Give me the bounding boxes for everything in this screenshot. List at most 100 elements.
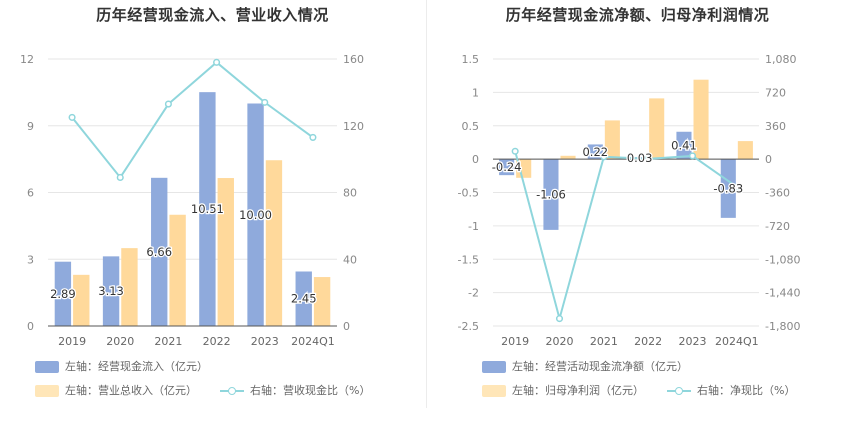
legend-swatch-net-cash-ratio (667, 385, 691, 397)
chart-title-right: 历年经营现金流净额、归母净利润情况 (505, 6, 770, 24)
x-tick-label: 2019 (501, 335, 529, 348)
bar-data-label: 6.66 (146, 245, 172, 259)
bar-data-label: -0.24 (492, 160, 522, 174)
bar-secondary (73, 274, 90, 326)
chart-right: -2.5 -2 -1.5 -1 -0.5 0 0.5 1 1.5 -1,800 -1,440 -1,0… (458, 53, 801, 348)
line-point (213, 58, 221, 66)
x-tick-label: 2024Q1 (715, 335, 759, 348)
line-point (116, 173, 124, 182)
legend-item-net-operating-cash[interactable]: 左轴：经营活动现金流净额（亿元） (482, 360, 688, 374)
bar-primary (499, 159, 515, 176)
bar-primary (295, 271, 312, 326)
x-tick-label: 2020 (106, 335, 134, 348)
bar-secondary (604, 120, 620, 160)
bar-secondary (169, 214, 186, 326)
legend-item-revenue[interactable]: 左轴：营业总收入（亿元） (35, 384, 197, 398)
series-line (71, 61, 314, 180)
bar-primary (587, 144, 603, 160)
y-left-tick-label: 12 (20, 53, 34, 66)
y-right-tick-label: 0 (343, 320, 350, 333)
bar-secondary (265, 160, 283, 326)
x-tick-label: 2021 (590, 335, 618, 348)
y-left-tick-label: 9 (27, 120, 34, 133)
bar-data-label: 10.00 (239, 208, 272, 222)
legend-right-row2: 左轴：归母净利润（亿元） 右轴：净现比（%） (482, 384, 842, 398)
legend-swatch-cash-revenue-ratio (220, 385, 244, 397)
bar-primary (151, 177, 168, 326)
bar-primary (247, 103, 264, 326)
legend-swatch-revenue (35, 385, 59, 397)
x-tick-label: 2022 (203, 335, 231, 348)
bar-data-label: 3.13 (98, 284, 124, 298)
bar-data-label: -1.06 (536, 188, 566, 202)
y-left-tick-label: 1.5 (462, 53, 480, 66)
line-point (68, 113, 76, 121)
y-left-tick-label: -0.5 (458, 187, 479, 200)
line-point (511, 147, 519, 155)
y-right-tick-label: 80 (343, 187, 357, 200)
x-tick-label: 2022 (634, 335, 662, 348)
bar-primary (543, 159, 559, 230)
y-left-tick-label: 3 (27, 253, 34, 266)
y-right-tick-label: 0 (765, 153, 772, 166)
legend-item-net-profit[interactable]: 左轴：归母净利润（亿元） (482, 384, 644, 398)
line-point (688, 152, 697, 160)
line-point (164, 100, 172, 108)
x-tick-label: 2023 (679, 335, 707, 348)
x-tick-label: 2020 (546, 335, 574, 348)
x-tick-label: 2023 (251, 335, 279, 348)
y-right-tick-label: 120 (343, 120, 364, 133)
y-right-tick-label: -720 (765, 220, 790, 233)
series-line (514, 150, 738, 323)
bar-data-label: -0.83 (713, 181, 743, 195)
chart-panel-right: 历年经营现金流净额、归母净利润情况 -2.5 -2 -1.5 -1 -0.5 0 0.5 1 1… (425, 0, 850, 437)
bar-secondary (313, 277, 331, 326)
line-point (309, 133, 317, 141)
y-left-tick-label: 0 (472, 153, 479, 166)
legend-swatch-cash-inflow (35, 361, 59, 373)
y-right-tick-label: -1,080 (765, 253, 800, 266)
y-left-tick-label: 0 (27, 320, 34, 333)
legend-item-cash-revenue-ratio[interactable]: 右轴：营收现金比（%） (220, 384, 370, 398)
y-right-tick-label: -1,440 (765, 287, 800, 300)
x-tick-label: 2021 (154, 335, 182, 348)
bar-data-label: 0.22 (582, 145, 608, 159)
y-right-tick-label: 160 (343, 53, 364, 66)
bar-secondary (693, 79, 709, 160)
legend-item-cash-inflow[interactable]: 左轴：经营现金流入（亿元） (35, 360, 208, 374)
bar-data-label: 2.89 (50, 287, 76, 301)
bar-primary (199, 92, 216, 326)
y-left-tick-label: 1 (472, 86, 479, 99)
bar-primary (676, 131, 692, 160)
bar-data-label: 2.45 (291, 292, 317, 306)
y-right-tick-label: 720 (765, 86, 786, 99)
y-right-tick-label: 40 (343, 253, 357, 266)
bar-secondary (560, 155, 576, 160)
y-right-tick-label: -360 (765, 187, 790, 200)
y-right-tick-label: -1,800 (765, 320, 800, 333)
line-point (733, 183, 741, 191)
y-right-tick-label: 360 (765, 120, 786, 133)
legend-item-net-cash-ratio[interactable]: 右轴：净现比（%） (667, 384, 795, 398)
bar-data-label: 0.41 (671, 138, 697, 152)
bar-data-label: 10.51 (191, 202, 224, 216)
line-point (600, 153, 608, 161)
bar-secondary (121, 248, 138, 326)
line-point (261, 98, 269, 106)
bar-primary (720, 159, 736, 218)
x-tick-label: 2019 (58, 335, 86, 348)
y-left-tick-label: -2.5 (458, 320, 479, 333)
line-point (644, 155, 652, 163)
panel-divider (426, 0, 427, 408)
bar-data-label: 0.03 (627, 151, 653, 165)
legend-left-row2: 左轴：营业总收入（亿元） 右轴：营收现金比（%） (35, 384, 415, 398)
bar-secondary (649, 98, 665, 160)
bar-primary (54, 261, 72, 326)
y-right-tick-label: 1,080 (765, 53, 797, 66)
legend-swatch-net-operating-cash (482, 361, 506, 373)
bar-secondary (217, 178, 234, 326)
y-left-tick-label: -2 (468, 287, 479, 300)
bar-primary (102, 256, 120, 326)
y-left-tick-label: -1 (468, 220, 479, 233)
